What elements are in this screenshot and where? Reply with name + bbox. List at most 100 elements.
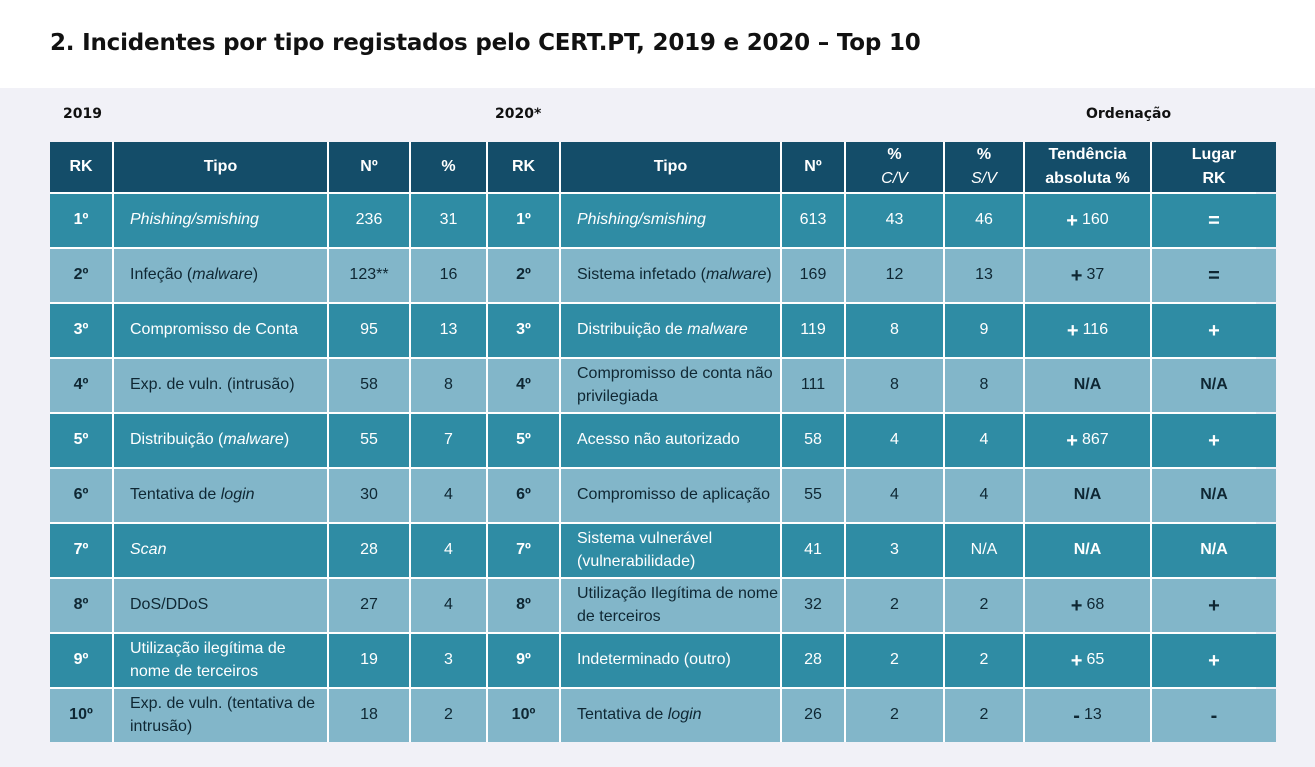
tipo-2019: Infeção (malware): [114, 249, 327, 302]
tipo-segment: Phishing/smishing: [130, 211, 259, 229]
rank-2020: 2º: [488, 249, 559, 302]
section-label-2020: 2020*: [495, 106, 542, 122]
header-lugar-line1: Lugar: [1191, 146, 1237, 163]
count-2020: 41: [782, 524, 844, 577]
tipo-segment: login: [220, 486, 255, 504]
pct-cv: 4: [846, 414, 943, 467]
tipo-2020: Compromisso de aplicação: [561, 469, 780, 522]
rank-2019: 8º: [50, 579, 112, 632]
rank-2020: 9º: [488, 634, 559, 687]
header-lugar-line2: RK: [1202, 170, 1226, 187]
tipo-2020: Utilização Ilegítima de nome de terceiro…: [561, 579, 780, 632]
tipo-segment: Phishing/smishing: [577, 211, 706, 229]
trend-sign: +: [1070, 649, 1083, 672]
pct-cv: 12: [846, 249, 943, 302]
tipo-2019: DoS/DDoS: [114, 579, 327, 632]
rank-2020: 5º: [488, 414, 559, 467]
pct-2019: 8: [411, 359, 486, 412]
count-2019: 19: [329, 634, 409, 687]
tipo-2020: Acesso não autorizado: [561, 414, 780, 467]
count-2020: 28: [782, 634, 844, 687]
tendencia-absoluta: +37: [1025, 249, 1150, 302]
pct-2019: 31: [411, 194, 486, 247]
count-2020: 32: [782, 579, 844, 632]
tipo-segment: malware: [687, 321, 748, 339]
tipo-segment: Exp. de vuln. (intrusão): [130, 376, 295, 394]
header-rk-2019: RK: [50, 142, 112, 192]
tendencia-absoluta: +867: [1025, 414, 1150, 467]
pct-2019: 4: [411, 469, 486, 522]
rank-2019: 2º: [50, 249, 112, 302]
rank-2019: 10º: [50, 689, 112, 742]
count-2020: 169: [782, 249, 844, 302]
header-tipo-2020: Tipo: [561, 142, 780, 192]
tipo-segment: Compromisso de Conta: [130, 321, 299, 339]
rank-2019: 7º: [50, 524, 112, 577]
lugar-rk: =: [1152, 249, 1276, 302]
count-2019: 123**: [329, 249, 409, 302]
rank-2020: 8º: [488, 579, 559, 632]
pct-2019: 7: [411, 414, 486, 467]
tipo-segment: Exp. de vuln. (tentativa de intrusão): [130, 694, 315, 735]
tendencia-absoluta: +160: [1025, 194, 1150, 247]
tipo-segment: DoS/DDoS: [130, 596, 209, 614]
tipo-segment: Distribuição de: [577, 321, 688, 339]
lugar-rk: +: [1152, 634, 1276, 687]
tipo-segment: Sistema vulnerável (vulnerabilidade): [577, 529, 713, 570]
count-2019: 55: [329, 414, 409, 467]
pct-sv: 4: [945, 469, 1023, 522]
lugar-rk: =: [1152, 194, 1276, 247]
rank-2019: 5º: [50, 414, 112, 467]
trend-value: 37: [1086, 266, 1105, 284]
tipo-segment: Tentativa de: [577, 706, 668, 724]
tipo-segment: malware: [223, 431, 284, 449]
header-pct-sv-bottom: S/V: [971, 170, 997, 187]
pct-sv: 9: [945, 304, 1023, 357]
header-pct-cv-bottom: C/V: [881, 170, 908, 187]
trend-value: 13: [1083, 706, 1102, 724]
count-2019: 236: [329, 194, 409, 247]
tipo-2020: Tentativa de login: [561, 689, 780, 742]
tendencia-absoluta: +116: [1025, 304, 1150, 357]
pct-sv: 2: [945, 689, 1023, 742]
tipo-2020: Sistema infetado (malware): [561, 249, 780, 302]
pct-cv: 4: [846, 469, 943, 522]
header-tipo-2019: Tipo: [114, 142, 327, 192]
count-2019: 58: [329, 359, 409, 412]
pct-sv: 8: [945, 359, 1023, 412]
tendencia-absoluta: N/A: [1025, 524, 1150, 577]
pct-2019: 3: [411, 634, 486, 687]
tipo-segment: ): [252, 266, 259, 284]
rank-2019: 3º: [50, 304, 112, 357]
tendencia-absoluta: -13: [1025, 689, 1150, 742]
header-rk-2020: RK: [488, 142, 559, 192]
trend-value: N/A: [1073, 376, 1102, 394]
count-2019: 95: [329, 304, 409, 357]
tipo-2019: Tentativa de login: [114, 469, 327, 522]
tipo-segment: ): [766, 266, 772, 284]
tipo-segment: Utilização ilegítima de nome de terceiro…: [130, 639, 286, 680]
tipo-2019: Compromisso de Conta: [114, 304, 327, 357]
tipo-segment: Compromisso de conta não privilegiada: [577, 364, 773, 405]
count-2019: 30: [329, 469, 409, 522]
tipo-2020: Phishing/smishing: [561, 194, 780, 247]
tendencia-absoluta: N/A: [1025, 359, 1150, 412]
trend-value: 65: [1086, 651, 1105, 669]
trend-value: 68: [1086, 596, 1105, 614]
pct-cv: 8: [846, 359, 943, 412]
pct-2019: 2: [411, 689, 486, 742]
section-label-ordenacao: Ordenação: [1086, 106, 1172, 122]
page-title: 2. Incidentes por tipo registados pelo C…: [50, 30, 921, 56]
rank-2020: 6º: [488, 469, 559, 522]
pct-2019: 13: [411, 304, 486, 357]
rank-2020: 7º: [488, 524, 559, 577]
tipo-2019: Phishing/smishing: [114, 194, 327, 247]
rank-2019: 1º: [50, 194, 112, 247]
pct-cv: 8: [846, 304, 943, 357]
count-2020: 119: [782, 304, 844, 357]
trend-value: 116: [1082, 321, 1109, 339]
rank-2020: 1º: [488, 194, 559, 247]
tipo-2019: Exp. de vuln. (intrusão): [114, 359, 327, 412]
count-2020: 111: [782, 359, 844, 412]
count-2020: 26: [782, 689, 844, 742]
